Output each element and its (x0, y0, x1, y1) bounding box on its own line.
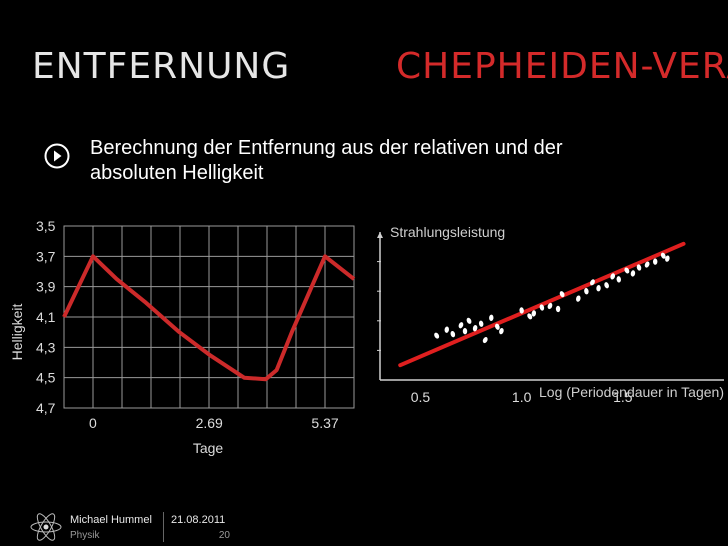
period-luminosity-x-tick-label: 1.5 (613, 389, 633, 405)
period-luminosity-point (630, 270, 636, 277)
period-luminosity-point (584, 288, 589, 295)
period-luminosity-point (624, 267, 630, 274)
period-luminosity-points (434, 252, 670, 344)
light-curve-y-tick-label: 4,5 (36, 370, 56, 386)
period-luminosity-point (458, 322, 464, 329)
footer-date: 21.08.2011 (171, 514, 226, 526)
light-curve-x-label: Tage (193, 440, 224, 456)
period-luminosity-point (539, 304, 545, 311)
play-circle-icon[interactable] (44, 143, 70, 169)
period-luminosity-point (519, 307, 524, 314)
period-luminosity-point (495, 323, 500, 330)
period-luminosity-point (478, 320, 484, 327)
light-curve-x-tick-label: 2.69 (196, 415, 223, 431)
period-luminosity-point (555, 305, 561, 313)
period-luminosity-point (499, 328, 504, 335)
period-luminosity-point (450, 330, 456, 338)
footer-department: Physik (70, 530, 100, 541)
light-curve-series-line (62, 254, 356, 382)
period-luminosity-y-arrow (377, 232, 383, 238)
period-luminosity-x-tick-label: 1.0 (512, 389, 532, 405)
period-luminosity-point (547, 302, 553, 310)
subtitle: Berechnung der Entfernung aus der relati… (90, 136, 690, 186)
light-curve-x-tick-label: 5.37 (311, 415, 338, 431)
subtitle-line-1: Berechnung der Entfernung aus der relati… (90, 137, 563, 159)
slide-title-accent: CHEPHEIDEN-VERÄ (396, 46, 728, 87)
subtitle-line-2: absoluten Helligkeit (90, 162, 264, 184)
period-luminosity-point (444, 326, 449, 333)
period-luminosity-x-tick-label: 0.5 (411, 389, 431, 405)
period-luminosity-chart: 0.5 1.0 1.5 Strahlungsleistung Log (Period… (377, 224, 724, 405)
period-luminosity-point (531, 310, 537, 317)
light-curve-y-tick-label: 4,3 (36, 339, 56, 355)
period-luminosity-point (559, 291, 565, 298)
light-curve-y-tick-label: 3,7 (36, 248, 56, 264)
period-luminosity-point (660, 252, 666, 259)
period-luminosity-point (616, 276, 621, 283)
period-luminosity-point (527, 313, 533, 320)
period-luminosity-point (653, 258, 658, 265)
period-luminosity-point (604, 282, 609, 289)
period-luminosity-point (489, 314, 494, 322)
period-luminosity-y-label: Strahlungsleistung (390, 224, 505, 240)
period-luminosity-point (472, 325, 478, 332)
light-curve-y-ticks: 3,5 3,7 3,9 4,1 4,3 4,5 4,7 (36, 218, 56, 416)
period-luminosity-point (434, 332, 440, 339)
period-luminosity-point (644, 261, 650, 268)
light-curve-x-tick-label: 0 (89, 415, 97, 431)
light-curve-y-tick-label: 3,9 (36, 279, 56, 295)
period-luminosity-x-ticks: 0.5 1.0 1.5 (411, 389, 633, 405)
period-luminosity-point (610, 273, 616, 280)
light-curve-y-tick-label: 4,1 (36, 309, 56, 325)
period-luminosity-x-label: Log (Periodendauer in Tagen) (539, 384, 724, 400)
light-curve-y-tick-label: 3,5 (36, 218, 56, 234)
light-curve-y-tick-label: 4,7 (36, 400, 56, 416)
period-luminosity-point (462, 327, 468, 335)
period-luminosity-point (466, 317, 472, 324)
period-luminosity-axes (377, 232, 724, 381)
light-curve-y-label: Helligkeit (9, 303, 25, 360)
footer-author: Michael Hummel (70, 514, 152, 526)
page-number: 20 (218, 530, 230, 541)
slide-title: ENTFERNUNG (32, 46, 291, 87)
period-luminosity-point (482, 337, 488, 344)
period-luminosity-point (576, 295, 581, 302)
atom-logo-icon (30, 513, 62, 541)
footer-separator (163, 512, 164, 542)
light-curve-x-ticks: 0 2.69 5.37 (89, 415, 339, 431)
period-luminosity-point (636, 264, 642, 271)
light-curve-chart: 3,5 3,7 3,9 4,1 4,3 4,5 4,7 0 2.69 5.37 Helligke… (9, 218, 356, 456)
period-luminosity-point (590, 279, 595, 286)
period-luminosity-point (665, 255, 670, 262)
period-luminosity-point (596, 285, 601, 292)
light-curve-grid (63, 225, 355, 409)
